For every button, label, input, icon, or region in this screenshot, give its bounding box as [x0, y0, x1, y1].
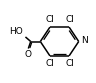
Text: Cl: Cl: [45, 59, 54, 68]
Text: HO: HO: [10, 27, 23, 36]
Text: Cl: Cl: [65, 59, 74, 68]
Text: Cl: Cl: [45, 15, 54, 24]
Text: Cl: Cl: [65, 15, 74, 24]
Text: O: O: [24, 50, 31, 59]
Text: N: N: [81, 36, 88, 45]
